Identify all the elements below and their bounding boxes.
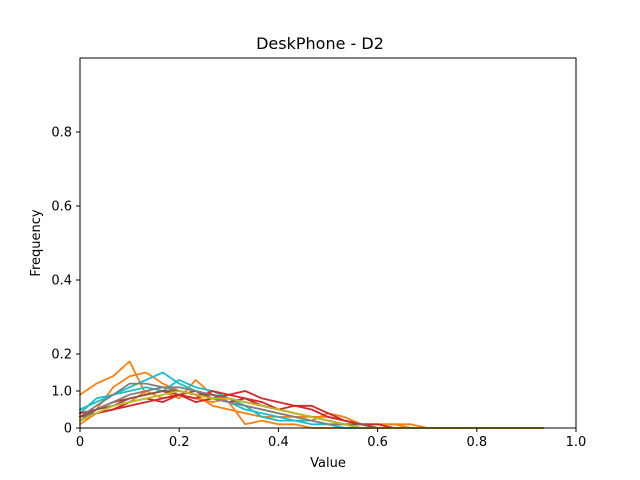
series-layer	[78, 360, 544, 429]
x-tick-label: 1.0	[566, 435, 587, 450]
y-tick-label: 1.0	[51, 385, 72, 400]
x-axis: 0 0.2 0.4 0.6 0.8 1.0	[76, 428, 586, 450]
x-tick-label: 0.8	[466, 435, 487, 450]
y-tick-label: 0.6	[51, 200, 72, 215]
y-tick-label: 0	[64, 422, 72, 437]
x-tick-label: 0.4	[268, 435, 289, 450]
plot-frame	[79, 57, 577, 429]
y-tick-label: 0.8	[51, 126, 72, 141]
x-tick-label: 0.6	[367, 435, 388, 450]
x-tick-label: 0	[76, 435, 84, 450]
chart-title: DeskPhone - D2	[256, 34, 384, 53]
y-axis-label: Frequency	[29, 209, 44, 276]
x-tick-label: 0.2	[169, 435, 190, 450]
x-axis-label: Value	[310, 456, 346, 471]
y-tick-label: 0.4	[51, 274, 72, 289]
y-axis: 0 1.0 0.2 0.4 0.6 0.8	[51, 126, 80, 437]
y-tick-label: 0.2	[51, 348, 72, 363]
